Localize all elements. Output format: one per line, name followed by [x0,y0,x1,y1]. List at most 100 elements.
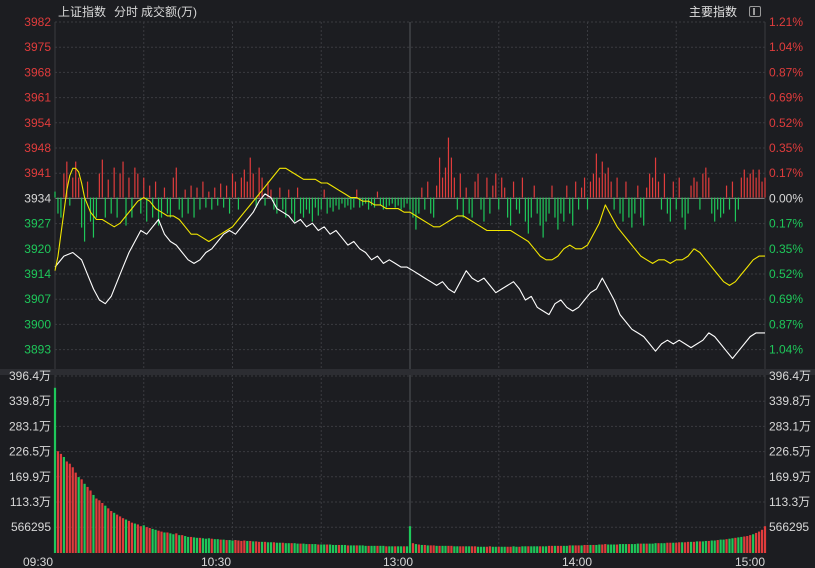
turnover-bar [568,545,571,553]
turnover-bar [329,544,332,553]
turnover-bar [701,541,704,553]
turnover-bar [698,541,702,553]
turnover-bar [423,544,426,553]
turnover-bar [473,546,477,553]
turnover-bar [367,545,370,553]
turnover-bar [385,546,388,553]
turnover-bar [334,544,338,553]
turnover-bar [580,545,583,553]
turnover-bar [145,527,148,553]
turnover-bar [201,538,205,553]
turnover-bar [53,387,57,553]
turnover-tick-label: 226.5万 [9,445,51,459]
turnover-bar [657,543,660,553]
turnover-bar [512,546,515,553]
turnover-bar [284,543,287,553]
tab-turnover[interactable]: 成交额(万) [141,5,197,19]
turnover-bar [181,535,184,553]
turnover-bar [178,535,181,553]
time-tick-label: 10:30 [201,555,231,568]
turnover-bar [234,540,237,553]
turnover-bar [607,544,610,553]
turnover-bar [355,545,358,553]
turnover-bar [710,540,713,553]
price-tick-label: 3934 [24,191,51,205]
turnover-bar [394,546,397,553]
turnover-bar [731,538,734,553]
price-tick-label: 3975 [24,40,51,54]
turnover-bar [633,544,636,553]
turnover-bar [198,537,202,553]
turnover-bar [435,545,438,553]
turnover-bar [308,544,311,553]
turnover-bar [314,544,317,553]
turnover-bar [237,540,240,553]
panel-toggle-icon[interactable] [749,6,761,17]
turnover-bar [533,546,536,553]
tab-intraday[interactable]: 分时 [114,5,139,19]
turnover-bar [249,540,252,553]
percent-tick-label: 0.69% [769,91,803,105]
turnover-bar [62,456,65,553]
turnover-bar [536,546,539,553]
turnover-bar [648,543,651,553]
turnover-bar [746,536,749,553]
turnover-bar [471,546,474,553]
percent-tick-label: 1.04% [769,343,803,357]
turnover-bar [124,519,128,553]
turnover-bar [346,545,349,553]
turnover-bar [610,544,613,553]
turnover-bar [113,512,116,553]
turnover-bar [74,472,77,553]
turnover-bar [749,535,752,553]
turnover-bar [728,538,731,553]
turnover-bar [187,536,190,553]
turnover-bar [210,538,213,553]
turnover-bar [110,511,113,553]
turnover-bar [337,544,341,553]
turnover-bar [459,546,462,553]
price-tick-label: 3948 [24,141,51,155]
turnover-bar [213,539,216,553]
turnover-bar [323,544,326,553]
turnover-tick-label-right: 283.1万 [769,419,811,433]
turnover-bar [258,541,261,553]
percent-tick-label: 0.52% [769,267,803,281]
time-tick-label: 13:00 [383,555,413,568]
turnover-bar [737,537,740,553]
turnover-bar [89,490,92,553]
turnover-bar [725,539,728,553]
turnover-bar [382,545,385,553]
turnover-bar [343,544,347,553]
turnover-bar [678,542,681,553]
turnover-bar [275,542,278,553]
turnover-bar [429,545,432,553]
turnover-bar [420,544,423,553]
turnover-bar [666,542,669,553]
turnover-bar [497,546,500,553]
turnover-tick-label: 566295 [11,520,51,534]
turnover-bar [547,545,551,553]
turnover-bar [689,541,693,553]
turnover-bar [379,545,382,553]
turnover-bar [571,545,574,553]
turnover-bar [370,545,373,553]
turnover-bar [95,498,98,553]
turnover-tick-label: 339.8万 [9,394,51,408]
axis-labels: 3982 1.21% 3975 1.04% 3968 0.87% 3961 0.69% 3954… [9,15,811,568]
turnover-bar [506,546,509,553]
turnover-bar [65,461,68,553]
major-indices-button[interactable]: 主要指数 [689,5,738,19]
turnover-bar [243,540,246,553]
turnover-bar [639,543,642,553]
turnover-bar [160,531,163,553]
turnover-bar [136,524,139,553]
turnover-bar [166,532,169,553]
turnover-bar [169,533,172,553]
turnover-bar [515,546,518,553]
turnover-bar [219,539,222,553]
turnover-bar [411,543,415,553]
turnover-bar [586,544,589,553]
turnover-bar [163,532,166,553]
turnover-bar [760,529,764,553]
